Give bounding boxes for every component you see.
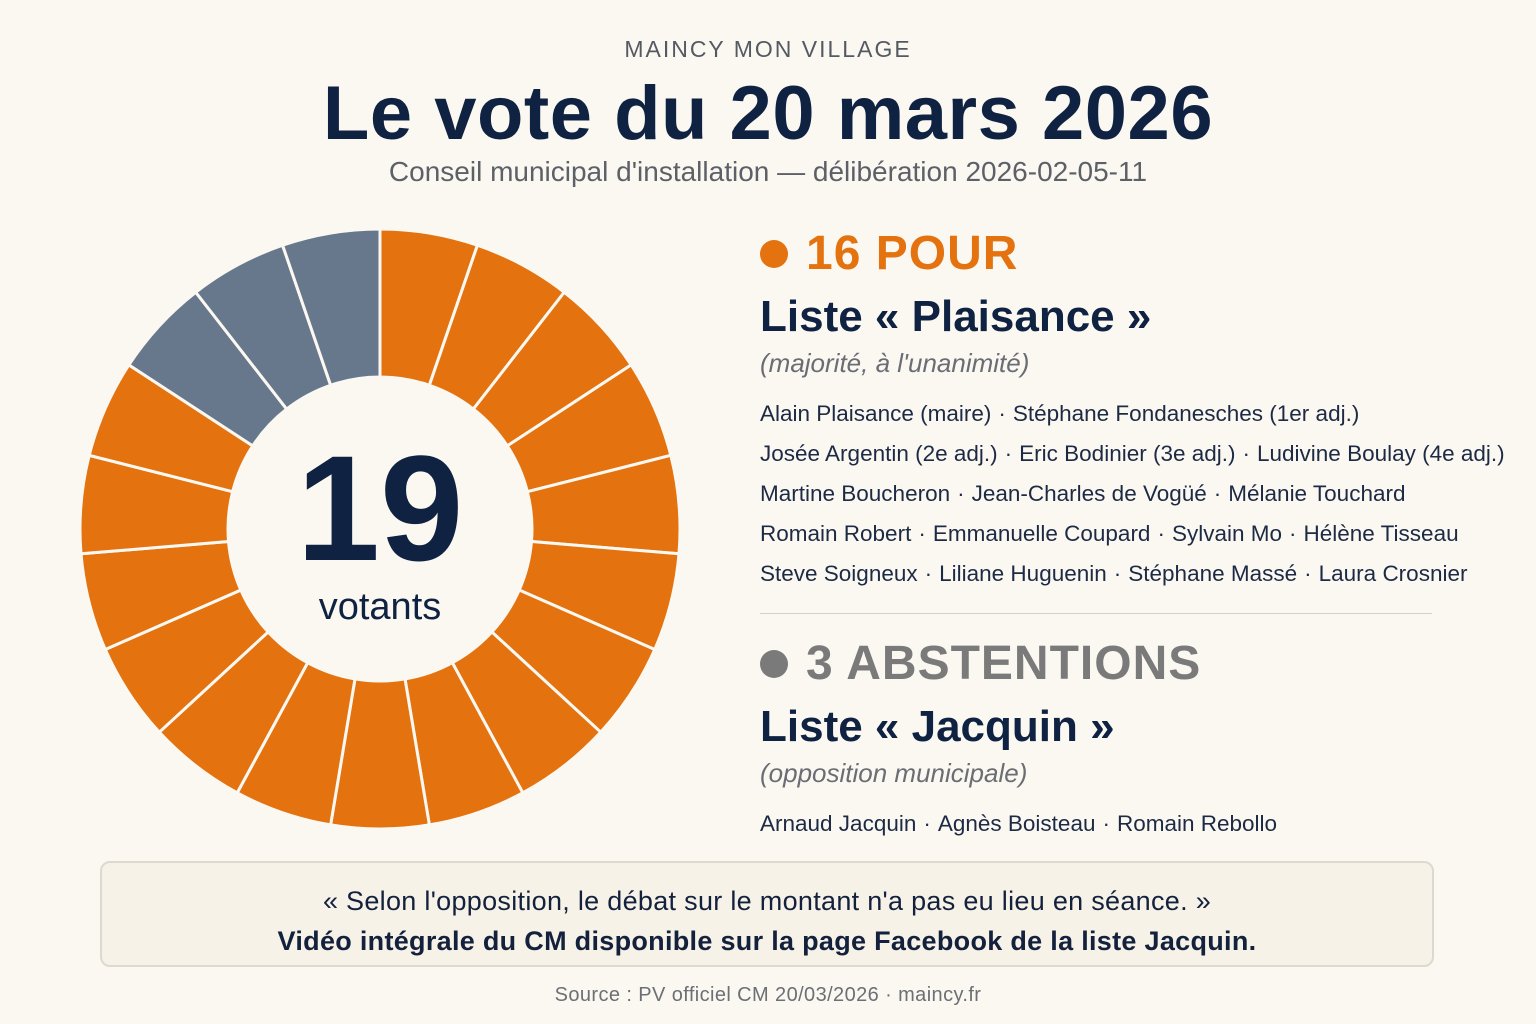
- kicker: MAINCY MON VILLAGE: [624, 36, 912, 62]
- pour-member-name: Stéphane Fondanesches (1er adj.): [1012, 401, 1360, 426]
- separator-dot: ·: [1213, 481, 1222, 506]
- center-value: 19: [297, 424, 464, 592]
- pour-member-name: Martine Boucheron: [760, 481, 951, 506]
- pour-member-name: Sylvain Mo: [1171, 521, 1282, 546]
- abstention-heading: 3 ABSTENTIONS: [760, 636, 1500, 692]
- pour-member-name: Eric Bodinier (3e adj.): [1019, 441, 1236, 466]
- separator-dot: ·: [918, 521, 926, 546]
- separator-dot: ·: [1304, 561, 1312, 586]
- pour-member-name: Alain Plaisance (maire): [760, 401, 992, 426]
- pour-member-name: Ludivine Boulay (4e adj.): [1257, 441, 1505, 466]
- pour-member-row: Martine Boucheron · Jean-Charles de Vogüé ·…: [760, 474, 1500, 514]
- pour-dot-icon: [760, 240, 788, 268]
- center-label: votants: [319, 586, 442, 628]
- quote-line-1: « Selon l'opposition, le débat sur le mo…: [322, 886, 1212, 916]
- pour-member-name: Steve Soigneux: [760, 561, 918, 586]
- abstention-dot-icon: [760, 650, 788, 678]
- quote-line-2: Vidéo intégrale du CM disponible sur la …: [277, 926, 1257, 956]
- separator-dot: ·: [924, 561, 933, 586]
- separator-dot: ·: [1102, 811, 1110, 836]
- pour-member-row: Steve Soigneux · Liliane Huguenin · Stéphane…: [760, 554, 1500, 594]
- pour-members: Alain Plaisance (maire) · Stéphane Fondane…: [760, 394, 1505, 594]
- separator-dot: ·: [1004, 441, 1013, 466]
- pour-member-row: Josée Argentin (2e adj.) · Eric Bodinier (…: [760, 434, 1505, 474]
- abstention-members: Arnaud Jacquin · Agnès Boisteau · Romain Reb…: [760, 804, 1500, 844]
- abstention-section: 3 ABSTENTIONS Liste « Jacquin » (opposit…: [760, 636, 1500, 844]
- page-subtitle: Conseil municipal d'installation — délib…: [388, 156, 1148, 187]
- quote-box: « Selon l'opposition, le débat sur le mo…: [100, 861, 1434, 967]
- pour-list-note: (majorité, à l'unanimité): [760, 348, 1030, 378]
- separator-dot: ·: [1289, 521, 1297, 546]
- abstention-heading-text: 3 ABSTENTIONS: [806, 637, 1202, 690]
- pour-section: 16 POUR Liste « Plaisance » (majorité, à…: [760, 226, 1505, 594]
- section-divider: [760, 613, 1432, 614]
- separator-dot: ·: [1157, 521, 1165, 546]
- abstention-member-name: Arnaud Jacquin: [760, 811, 917, 836]
- abstention-member-row: Arnaud Jacquin · Agnès Boisteau · Romain Reb…: [760, 804, 1500, 844]
- page-title: Le vote du 20 mars 2026: [322, 71, 1214, 156]
- abstention-list-name: Liste « Jacquin »: [760, 702, 1115, 751]
- pour-member-name: Mélanie Touchard: [1228, 481, 1406, 506]
- pour-heading-text: 16 POUR: [806, 227, 1019, 280]
- pour-member-name: Romain Robert: [760, 521, 912, 546]
- abstention-list-note: (opposition municipale): [760, 758, 1028, 788]
- separator-dot: ·: [923, 811, 931, 836]
- pour-member-name: Liliane Huguenin: [939, 561, 1107, 586]
- pour-list-name: Liste « Plaisance »: [760, 292, 1152, 341]
- donut-segments: [78, 227, 682, 831]
- pour-member-row: Alain Plaisance (maire) · Stéphane Fondane…: [760, 394, 1500, 434]
- pour-member-name: Josée Argentin (2e adj.): [760, 441, 998, 466]
- donut-segment-abstention: [280, 227, 382, 388]
- pour-member-name: Laura Crosnier: [1318, 561, 1468, 586]
- abstention-member-name: Romain Rebollo: [1116, 811, 1278, 836]
- pour-member-name: Hélène Tisseau: [1303, 521, 1459, 546]
- pour-member-name: Stéphane Massé: [1128, 561, 1298, 586]
- pour-member-row: Romain Robert · Emmanuelle Coupard · Sylvain…: [760, 514, 1500, 554]
- pour-member-name: Emmanuelle Coupard: [932, 521, 1151, 546]
- source-note: Source : PV officiel CM 20/03/2026 · mai…: [554, 984, 982, 1006]
- pour-heading: 16 POUR: [760, 226, 1500, 282]
- pour-member-name: Jean-Charles de Vogüé: [971, 481, 1207, 506]
- abstention-member-name: Agnès Boisteau: [937, 811, 1096, 836]
- separator-dot: ·: [1113, 561, 1122, 586]
- separator-dot: ·: [998, 401, 1006, 426]
- separator-dot: ·: [957, 481, 965, 506]
- separator-dot: ·: [1242, 441, 1251, 466]
- vote-donut-chart: 19 votants: [78, 227, 682, 831]
